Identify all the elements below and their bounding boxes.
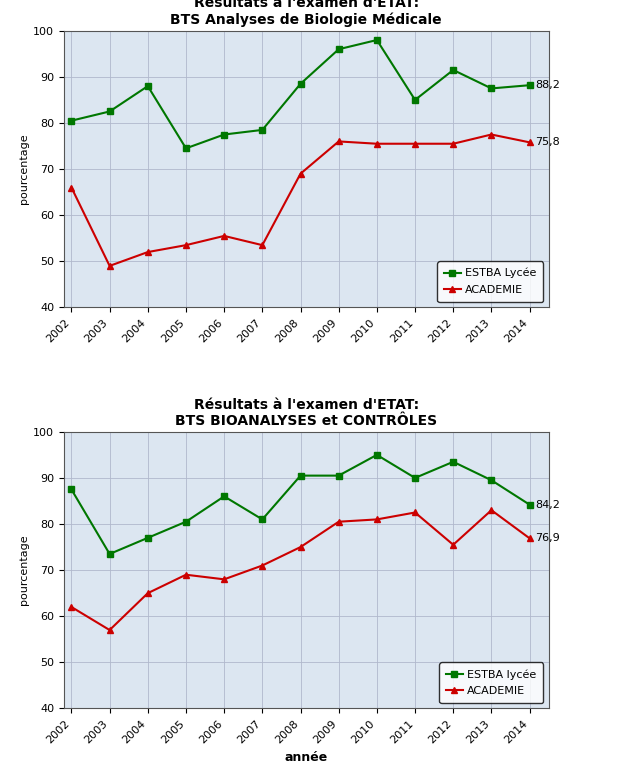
ACADEMIE xyxy=(297,169,304,179)
ESTBA lycée xyxy=(258,515,266,524)
ESTBA Lycée xyxy=(68,116,75,126)
ESTBA Lycée xyxy=(144,82,152,91)
ESTBA lycée xyxy=(412,474,419,483)
ESTBA lycée xyxy=(487,476,495,485)
Line: ACADEMIE: ACADEMIE xyxy=(68,131,533,270)
ESTBA Lycée xyxy=(258,126,266,135)
ACADEMIE xyxy=(335,137,343,146)
ACADEMIE xyxy=(144,247,152,256)
ACADEMIE xyxy=(144,588,152,598)
Title: Résultats à l'examen d'ETAT:
BTS Analyses de Biologie Médicale: Résultats à l'examen d'ETAT: BTS Analyse… xyxy=(170,0,442,27)
Line: ACADEMIE: ACADEMIE xyxy=(68,507,533,634)
ESTBA Lycée xyxy=(449,65,457,75)
ESTBA Lycée xyxy=(182,144,189,153)
ACADEMIE xyxy=(106,625,114,634)
ACADEMIE xyxy=(449,139,457,149)
Text: 88,2: 88,2 xyxy=(535,80,560,90)
ESTBA lycée xyxy=(297,471,304,480)
ACADEMIE xyxy=(106,261,114,270)
ESTBA Lycée xyxy=(297,79,304,89)
ACADEMIE xyxy=(258,561,266,570)
Legend: ESTBA Lycée, ACADEMIE: ESTBA Lycée, ACADEMIE xyxy=(437,261,543,302)
ESTBA Lycée xyxy=(412,95,419,105)
ESTBA lycée xyxy=(335,471,343,480)
Line: ESTBA Lycée: ESTBA Lycée xyxy=(69,37,532,151)
Line: ESTBA lycée: ESTBA lycée xyxy=(69,452,532,557)
Text: 84,2: 84,2 xyxy=(535,500,560,510)
ACADEMIE xyxy=(335,517,343,527)
ACADEMIE xyxy=(373,139,381,149)
ACADEMIE xyxy=(449,540,457,549)
ACADEMIE xyxy=(182,570,189,579)
Y-axis label: pourcentage: pourcentage xyxy=(19,134,29,204)
X-axis label: année: année xyxy=(285,751,328,764)
ACADEMIE xyxy=(182,240,189,249)
ESTBA lycée xyxy=(106,549,114,558)
ACADEMIE xyxy=(526,534,533,543)
ESTBA lycée xyxy=(144,534,152,543)
ACADEMIE xyxy=(68,183,75,192)
ACADEMIE xyxy=(412,508,419,517)
ACADEMIE xyxy=(258,240,266,249)
ESTBA Lycée xyxy=(220,130,228,139)
ESTBA lycée xyxy=(220,492,228,501)
ACADEMIE xyxy=(412,139,419,149)
ACADEMIE xyxy=(487,506,495,515)
Text: 75,8: 75,8 xyxy=(535,137,560,147)
ESTBA lycée xyxy=(449,457,457,467)
ESTBA Lycée xyxy=(106,107,114,116)
ACADEMIE xyxy=(220,574,228,584)
Text: 76,9: 76,9 xyxy=(535,534,560,544)
ESTBA Lycée xyxy=(487,84,495,93)
ACADEMIE xyxy=(526,138,533,147)
ACADEMIE xyxy=(297,542,304,551)
ESTBA lycée xyxy=(68,485,75,494)
ESTBA lycée xyxy=(182,517,189,527)
ACADEMIE xyxy=(373,515,381,524)
ESTBA lycée xyxy=(526,500,533,509)
ESTBA Lycée xyxy=(526,81,533,90)
ESTBA lycée xyxy=(373,450,381,460)
Y-axis label: pourcentage: pourcentage xyxy=(19,535,29,605)
ACADEMIE xyxy=(487,130,495,139)
ACADEMIE xyxy=(68,602,75,611)
Title: Résultats à l'examen d'ETAT:
BTS BIOANALYSES et CONTRÔLES: Résultats à l'examen d'ETAT: BTS BIOANAL… xyxy=(175,397,437,428)
Legend: ESTBA lycée, ACADEMIE: ESTBA lycée, ACADEMIE xyxy=(440,662,543,703)
ESTBA Lycée xyxy=(373,35,381,45)
ACADEMIE xyxy=(220,231,228,240)
ESTBA Lycée xyxy=(335,45,343,54)
